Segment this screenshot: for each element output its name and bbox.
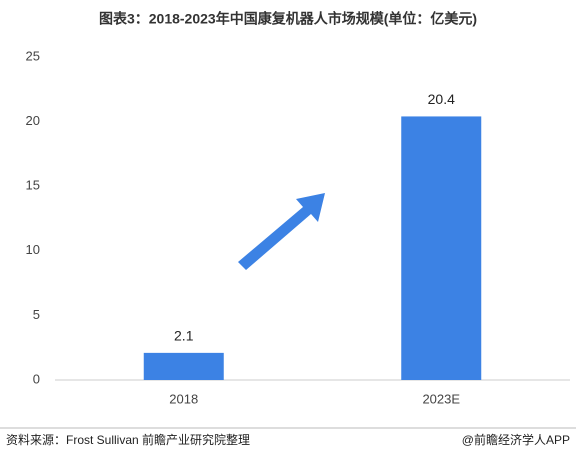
x-tick-label: 2018	[169, 391, 198, 406]
x-tick-label: 2023E	[422, 391, 460, 406]
value-label: 20.4	[428, 91, 455, 107]
trend-arrow	[238, 193, 325, 270]
y-tick-label: 20	[26, 113, 40, 128]
y-tick-label: 10	[26, 242, 40, 257]
y-tick-label: 15	[26, 178, 40, 193]
chart-title: 图表3：2018-2023年中国康复机器人市场规模(单位：亿美元)	[99, 11, 477, 27]
bar	[401, 116, 482, 380]
source-note: 资料来源：Frost Sullivan 前瞻产业研究院整理	[6, 432, 250, 447]
y-tick-label: 5	[33, 307, 40, 322]
y-tick-label: 25	[26, 48, 40, 63]
value-label: 2.1	[174, 328, 194, 344]
credit: @前瞻经济学人APP	[462, 432, 570, 447]
y-tick-label: 0	[33, 371, 40, 386]
bar	[143, 352, 224, 380]
